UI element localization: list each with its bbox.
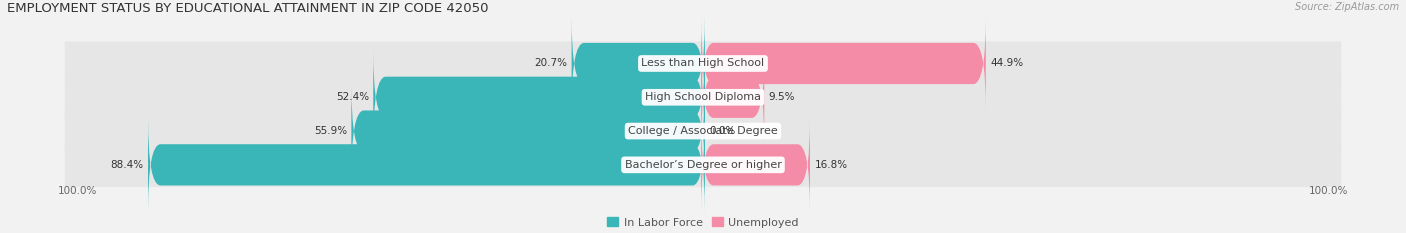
Text: 52.4%: 52.4% [336,92,368,102]
FancyBboxPatch shape [702,50,765,144]
FancyBboxPatch shape [702,17,986,110]
FancyBboxPatch shape [65,41,1341,86]
Text: 88.4%: 88.4% [111,160,143,170]
Text: College / Associate Degree: College / Associate Degree [628,126,778,136]
FancyBboxPatch shape [352,84,704,178]
FancyBboxPatch shape [65,109,1341,153]
Text: 16.8%: 16.8% [814,160,848,170]
Text: 9.5%: 9.5% [769,92,796,102]
FancyBboxPatch shape [373,50,704,144]
Text: 20.7%: 20.7% [534,58,567,69]
Text: EMPLOYMENT STATUS BY EDUCATIONAL ATTAINMENT IN ZIP CODE 42050: EMPLOYMENT STATUS BY EDUCATIONAL ATTAINM… [7,2,488,15]
Text: High School Diploma: High School Diploma [645,92,761,102]
Text: Source: ZipAtlas.com: Source: ZipAtlas.com [1295,2,1399,12]
Text: 44.9%: 44.9% [990,58,1024,69]
FancyBboxPatch shape [148,118,704,212]
Text: Bachelor’s Degree or higher: Bachelor’s Degree or higher [624,160,782,170]
Text: 0.0%: 0.0% [709,126,735,136]
FancyBboxPatch shape [572,17,704,110]
Text: Less than High School: Less than High School [641,58,765,69]
Text: 55.9%: 55.9% [314,126,347,136]
FancyBboxPatch shape [702,118,810,212]
FancyBboxPatch shape [65,143,1341,187]
Legend: In Labor Force, Unemployed: In Labor Force, Unemployed [607,217,799,228]
FancyBboxPatch shape [65,75,1341,119]
